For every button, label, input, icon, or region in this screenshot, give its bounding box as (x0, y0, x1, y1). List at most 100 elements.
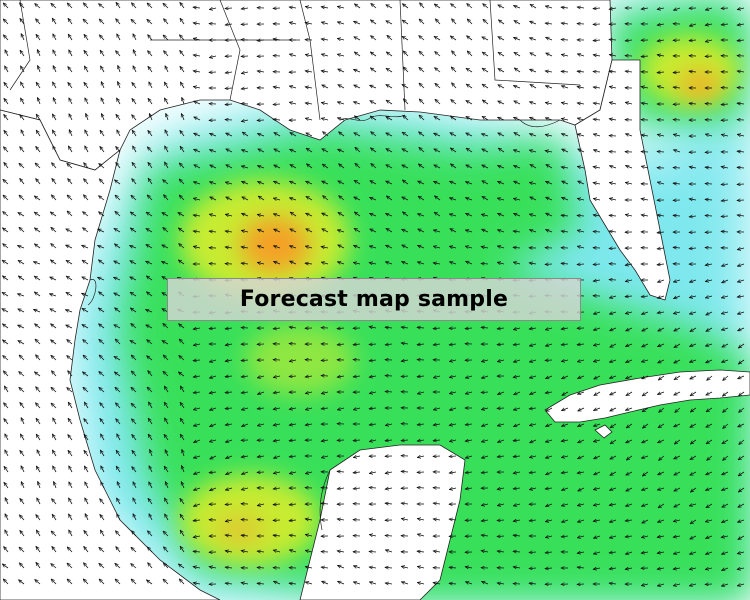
wind-arrow (241, 247, 249, 248)
wind-arrow (545, 71, 553, 72)
wind-arrow (305, 71, 313, 72)
wind-arrow (226, 196, 233, 201)
wind-arrow (689, 24, 697, 26)
wind-arrow (52, 66, 57, 73)
wind-arrow (305, 118, 313, 120)
wind-arrow (418, 228, 425, 233)
wind-arrow (386, 117, 393, 121)
wind-arrow (51, 227, 57, 233)
wind-arrow (147, 147, 153, 153)
wind-arrow (53, 146, 57, 153)
wind-arrow (225, 72, 233, 73)
wind-arrow (339, 132, 345, 137)
wind-arrow (529, 182, 537, 184)
wind-arrow (705, 248, 713, 249)
wind-arrow (466, 132, 473, 137)
wind-arrow (370, 52, 377, 57)
wind-arrow (116, 19, 121, 25)
wind-arrow (449, 246, 457, 248)
wind-arrow (465, 246, 473, 248)
wind-arrow (561, 215, 569, 216)
wind-arrow (450, 148, 457, 153)
wind-arrow (101, 66, 105, 73)
wind-arrow (193, 55, 201, 56)
wind-arrow (434, 196, 441, 201)
wind-arrow (354, 212, 361, 217)
wind-arrow (721, 231, 729, 232)
wind-arrow (529, 38, 537, 40)
wind-arrow (241, 24, 249, 25)
wind-arrow (386, 100, 393, 105)
wind-arrow (3, 3, 9, 9)
yucatan-peninsula (299, 444, 466, 600)
wind-arrow (529, 214, 537, 216)
wind-arrow (354, 52, 361, 57)
wind-arrow (386, 196, 393, 201)
wind-arrow (705, 167, 713, 168)
wind-arrow (370, 101, 377, 105)
wind-arrow (530, 84, 537, 89)
wind-arrow (370, 84, 377, 89)
wind-arrow (50, 260, 57, 265)
wind-arrow (609, 152, 617, 153)
wind-arrow (241, 520, 249, 521)
wind-arrow (514, 180, 521, 185)
wind-arrow (161, 262, 169, 265)
wind-arrow (370, 228, 377, 233)
wind-arrow (2, 260, 9, 265)
wind-arrow (434, 4, 441, 9)
wind-arrow (337, 118, 345, 120)
wind-arrow (482, 68, 489, 73)
wind-arrow (498, 166, 505, 169)
wind-arrow (657, 86, 665, 88)
wind-arrow (577, 54, 585, 56)
wind-arrow (689, 103, 697, 104)
wind-arrow (609, 183, 617, 185)
wind-arrow (193, 231, 201, 232)
wind-arrow (545, 118, 553, 120)
wind-arrow (371, 163, 377, 169)
wind-arrow (497, 262, 505, 264)
wind-arrow (577, 166, 585, 168)
wind-arrow (114, 260, 121, 265)
wind-arrow (609, 39, 617, 40)
wind-arrow (241, 328, 249, 329)
wind-arrow (99, 292, 105, 297)
wind-arrow (50, 212, 57, 217)
wind-arrow (4, 50, 9, 57)
wind-arrow (36, 114, 41, 121)
wind-arrow (132, 130, 137, 137)
wind-arrow (466, 148, 473, 153)
wind-arrow (5, 66, 9, 73)
wind-arrow (98, 228, 105, 233)
wind-arrow (338, 68, 345, 73)
wind-arrow (241, 263, 249, 264)
wind-arrow (257, 215, 265, 217)
wind-arrow (163, 3, 169, 9)
wind-arrow (737, 280, 745, 282)
wind-arrow (149, 114, 152, 121)
wind-arrow (101, 114, 104, 121)
wind-arrow (482, 181, 489, 185)
wind-arrow (305, 103, 313, 104)
wind-arrow (593, 55, 601, 56)
wind-arrow (289, 22, 297, 24)
wind-arrow (257, 40, 265, 41)
wind-arrow (450, 181, 457, 184)
wind-arrow (721, 200, 729, 201)
wind-arrow (20, 178, 25, 185)
wind-arrow (34, 196, 41, 201)
wind-arrow (371, 132, 377, 137)
wind-arrow (305, 23, 313, 24)
wind-arrow (194, 165, 201, 169)
wind-arrow (386, 180, 393, 185)
wind-arrow (99, 19, 105, 25)
wind-arrow (434, 149, 441, 153)
wind-arrow (225, 120, 233, 121)
wind-arrow (274, 228, 281, 233)
wind-arrow (210, 133, 217, 136)
wind-arrow (209, 150, 217, 152)
wind-arrow (100, 50, 105, 57)
